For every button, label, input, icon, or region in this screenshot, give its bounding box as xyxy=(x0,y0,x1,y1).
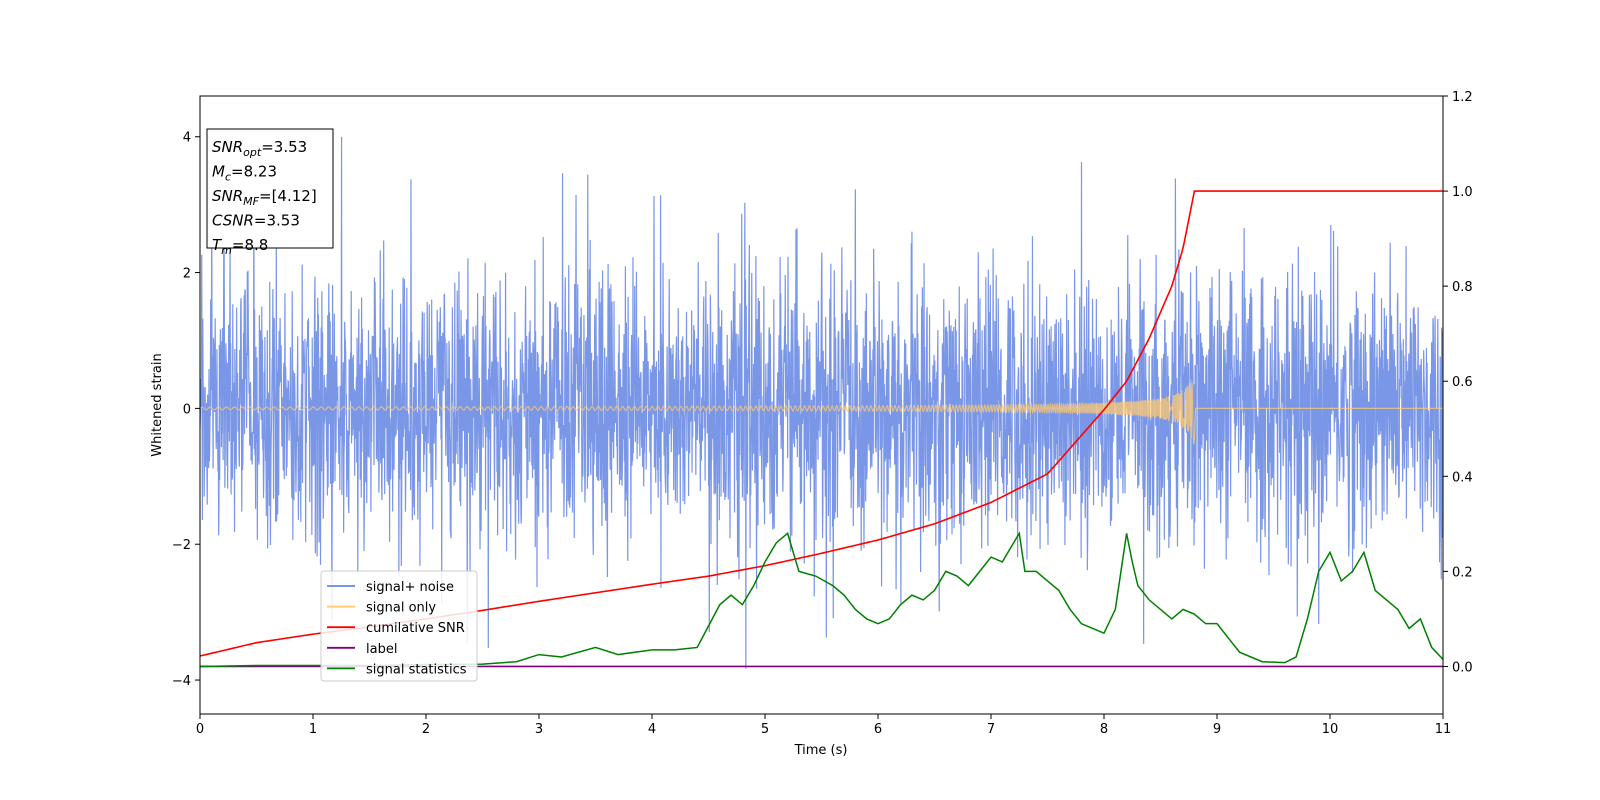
annotation-symbol: SNR xyxy=(212,187,243,205)
y-right-tick-label: 0.8 xyxy=(1452,280,1473,295)
x-tick-label: 9 xyxy=(1213,722,1221,737)
x-tick-label: 8 xyxy=(1100,722,1108,737)
annotation-symbol: CSNR xyxy=(212,212,254,230)
x-tick-label: 10 xyxy=(1322,722,1339,737)
annotation-line: CSNR=3.53 xyxy=(212,212,300,230)
y-right-tick-label: 1.2 xyxy=(1452,90,1473,105)
series-signal-noise-line xyxy=(200,136,1443,669)
annotation-value: =8.8 xyxy=(232,236,268,254)
y-tick-label: −2 xyxy=(172,538,191,553)
x-tick-label: 5 xyxy=(761,722,769,737)
annotation-subscript: opt xyxy=(243,146,262,159)
annotation-line: Tm=8.8 xyxy=(212,236,268,257)
y-axis-right: 0.0 0.2 0.4 0.6 0.8 1.0 1.2 xyxy=(1443,90,1473,675)
annotation-line: SNRopt=3.53 xyxy=(212,138,307,159)
annotation-subscript: m xyxy=(221,244,232,257)
x-tick-label: 7 xyxy=(987,722,995,737)
legend-label: signal only xyxy=(366,601,436,616)
legend-label: label xyxy=(366,642,397,657)
x-tick-label: 1 xyxy=(309,722,317,737)
x-tick-label: 4 xyxy=(648,722,656,737)
y-right-tick-label: 0.4 xyxy=(1452,470,1473,485)
y-tick-label: 4 xyxy=(183,131,191,146)
plot-frame xyxy=(199,95,1444,715)
legend-label: signal+ noise xyxy=(366,580,454,595)
annotation-value: =[4.12] xyxy=(259,187,317,205)
y-tick-label: −4 xyxy=(172,674,191,689)
annotation-value: =3.53 xyxy=(261,138,307,156)
series-signal-only-line xyxy=(200,382,1443,445)
annotation-subscript: c xyxy=(225,171,231,184)
annotation-symbol: T xyxy=(212,236,223,254)
y-right-tick-label: 1.0 xyxy=(1452,185,1473,200)
annotation-symbol: M xyxy=(212,163,225,181)
y-right-tick-label: 0.0 xyxy=(1452,660,1473,675)
annotation-box-frame xyxy=(206,128,334,249)
x-tick-label: 6 xyxy=(874,722,882,737)
x-axis-label: Time (s) xyxy=(794,743,848,758)
x-tick-label: 3 xyxy=(535,722,543,737)
annotation-line: Mc=8.23 xyxy=(212,163,277,184)
legend-label: cumilative SNR xyxy=(366,621,465,636)
y-axis-left: −4 −2 0 2 4 xyxy=(172,131,200,689)
y-tick-label: 0 xyxy=(183,402,191,417)
annotation-box: SNRopt=3.53Mc=8.23SNRMF=[4.12]CSNR=3.53T… xyxy=(206,128,334,257)
legend-label: signal statistics xyxy=(366,662,467,677)
legend-frame xyxy=(320,570,478,682)
annotation-symbol: SNR xyxy=(212,138,243,156)
legend: signal+ noise signal only cumilative SNR la… xyxy=(320,570,478,682)
y-tick-label: 2 xyxy=(183,267,191,282)
series-signal-statistics-line xyxy=(200,531,1443,668)
annotation-line: SNRMF=[4.12] xyxy=(212,187,317,208)
x-axis: 0 1 2 3 4 5 6 7 8 9 10 11 xyxy=(196,714,1451,737)
annotation-value: =8.23 xyxy=(231,163,277,181)
x-tick-label: 0 xyxy=(196,722,204,737)
x-tick-label: 2 xyxy=(422,722,430,737)
annotation-subscript: MF xyxy=(243,195,259,208)
y-right-tick-label: 0.6 xyxy=(1452,375,1473,390)
y-axis-label: Whitened strain xyxy=(150,353,165,456)
x-tick-label: 11 xyxy=(1435,722,1452,737)
annotation-value: =3.53 xyxy=(254,212,300,230)
y-right-tick-label: 0.2 xyxy=(1452,565,1473,580)
